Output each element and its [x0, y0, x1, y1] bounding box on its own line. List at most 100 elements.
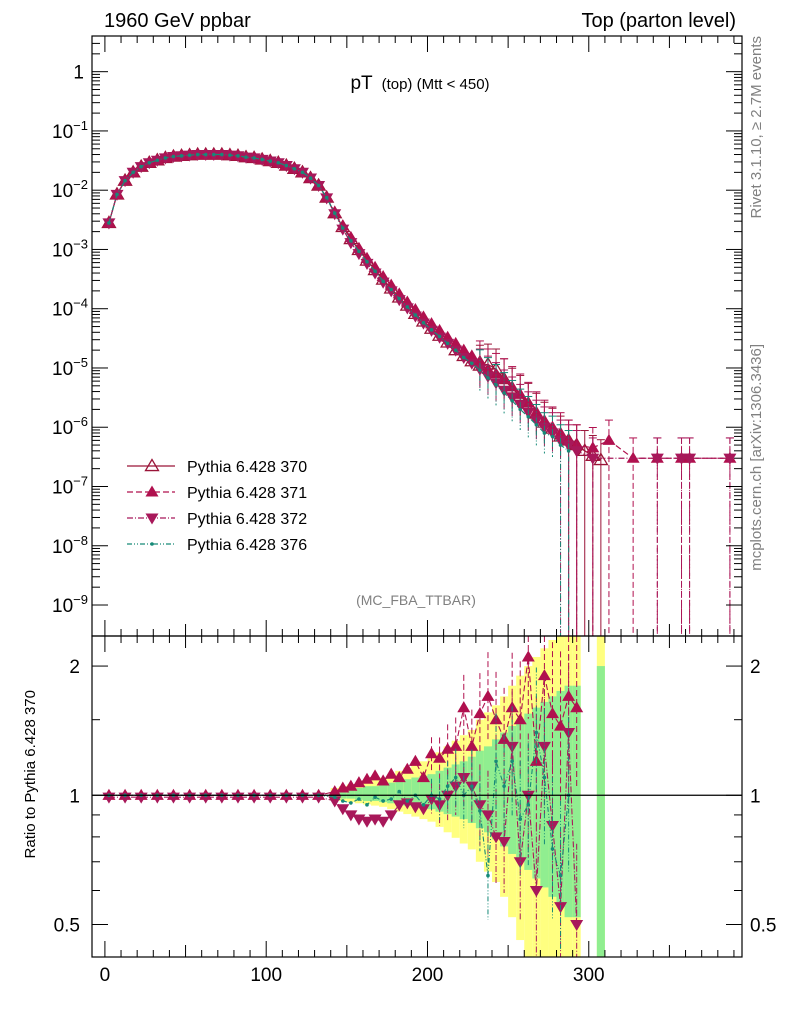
data-point	[449, 336, 463, 348]
data-point	[521, 396, 535, 408]
band-inner	[427, 774, 436, 810]
ratio-point	[570, 701, 584, 713]
ratio-point	[381, 799, 385, 803]
y-tick-label: 10−5	[52, 355, 88, 380]
ratio-point	[470, 784, 474, 788]
data-point	[107, 221, 111, 225]
ratio-y-tick-label-right: 0.5	[750, 915, 776, 936]
ratio-point	[542, 775, 547, 780]
series-line	[108, 153, 730, 459]
ratio-point	[405, 799, 410, 803]
band-inner	[379, 784, 388, 803]
ratio-point	[336, 804, 350, 816]
ratio-point	[478, 809, 482, 813]
data-point	[211, 152, 216, 157]
band-inner	[338, 789, 347, 799]
header-left: 1960 GeV ppbar	[104, 10, 251, 32]
ratio-y-tick-label-right: 2	[750, 657, 761, 678]
legend-entry: Pythia 6.428 376	[127, 537, 307, 554]
data-point	[365, 259, 369, 264]
ratio-point	[368, 769, 382, 781]
data-point	[276, 160, 281, 165]
legend-label: Pythia 6.428 370	[187, 459, 307, 476]
ratio-point	[416, 771, 430, 783]
ratio-point	[389, 797, 393, 801]
data-point	[542, 431, 547, 435]
band-inner	[548, 696, 557, 897]
ratio-point	[570, 919, 584, 931]
legend-entry: Pythia 6.428 372	[127, 511, 307, 528]
data-point	[392, 295, 406, 307]
data-point	[445, 341, 450, 346]
ratio-point	[408, 754, 422, 766]
band-inner	[362, 786, 372, 801]
ratio-y-tick-label: 2	[69, 657, 80, 678]
data-point	[324, 195, 329, 200]
band-inner	[419, 775, 428, 809]
y-tick-label: 10−9	[52, 592, 88, 617]
data-point	[461, 355, 466, 360]
ratio-point	[349, 801, 353, 805]
ratio-point	[328, 796, 342, 808]
ratio-point	[328, 785, 342, 797]
ratio-point	[392, 771, 406, 783]
data-point	[526, 415, 531, 419]
band-inner	[403, 779, 412, 806]
ratio-point	[416, 804, 430, 816]
data-point	[376, 277, 390, 289]
legend-entry: Pythia 6.428 370	[127, 458, 307, 476]
legend-marker	[150, 542, 154, 546]
x-tick-label: 100	[250, 965, 282, 986]
ratio-point	[332, 795, 337, 799]
y-tick-label: 10−1	[52, 118, 88, 143]
ratio-point	[481, 689, 495, 701]
band-inner	[435, 770, 444, 812]
data-point	[268, 159, 273, 163]
ratio-point	[465, 739, 479, 751]
data-point	[344, 238, 358, 250]
ratio-point	[473, 800, 487, 812]
data-point	[586, 453, 600, 465]
data-point	[336, 224, 350, 236]
ratio-point	[558, 873, 563, 878]
series-line	[108, 153, 569, 452]
data-point	[163, 156, 168, 160]
ratio-point	[400, 798, 414, 810]
ratio-point	[445, 784, 450, 788]
data-point	[332, 211, 337, 215]
ratio-point	[529, 885, 543, 898]
ratio-point	[373, 795, 377, 799]
ratio-point	[497, 837, 511, 849]
band-inner	[346, 789, 355, 799]
data-point	[397, 296, 402, 301]
legend-label: Pythia 6.428 376	[187, 537, 307, 554]
data-point	[384, 286, 398, 298]
data-point	[179, 154, 184, 158]
ratio-point	[433, 751, 447, 763]
data-point	[123, 178, 127, 183]
x-tick-label: 300	[573, 965, 605, 986]
data-point	[534, 422, 539, 427]
band-inner	[508, 726, 517, 854]
y-tick-label: 10−2	[52, 177, 88, 202]
y-tick-label: 10−3	[52, 236, 88, 261]
data-point	[228, 153, 232, 157]
ratio-series-376	[107, 667, 571, 951]
data-point	[308, 176, 313, 180]
data-point	[650, 453, 664, 465]
ratio-point	[437, 797, 442, 801]
data-point	[300, 170, 305, 175]
data-point	[408, 311, 422, 323]
data-point	[373, 269, 377, 273]
ratio-point	[421, 803, 426, 807]
y-tick-label: 10−4	[52, 296, 88, 321]
ratio-point	[554, 719, 568, 731]
data-point	[570, 446, 584, 458]
ratio-point	[441, 790, 455, 802]
ratio-point	[545, 707, 559, 719]
legend-label: Pythia 6.428 371	[187, 485, 307, 502]
x-tick-label: 200	[412, 965, 444, 986]
data-point	[626, 451, 640, 463]
header-right: Top (parton level)	[581, 10, 736, 32]
